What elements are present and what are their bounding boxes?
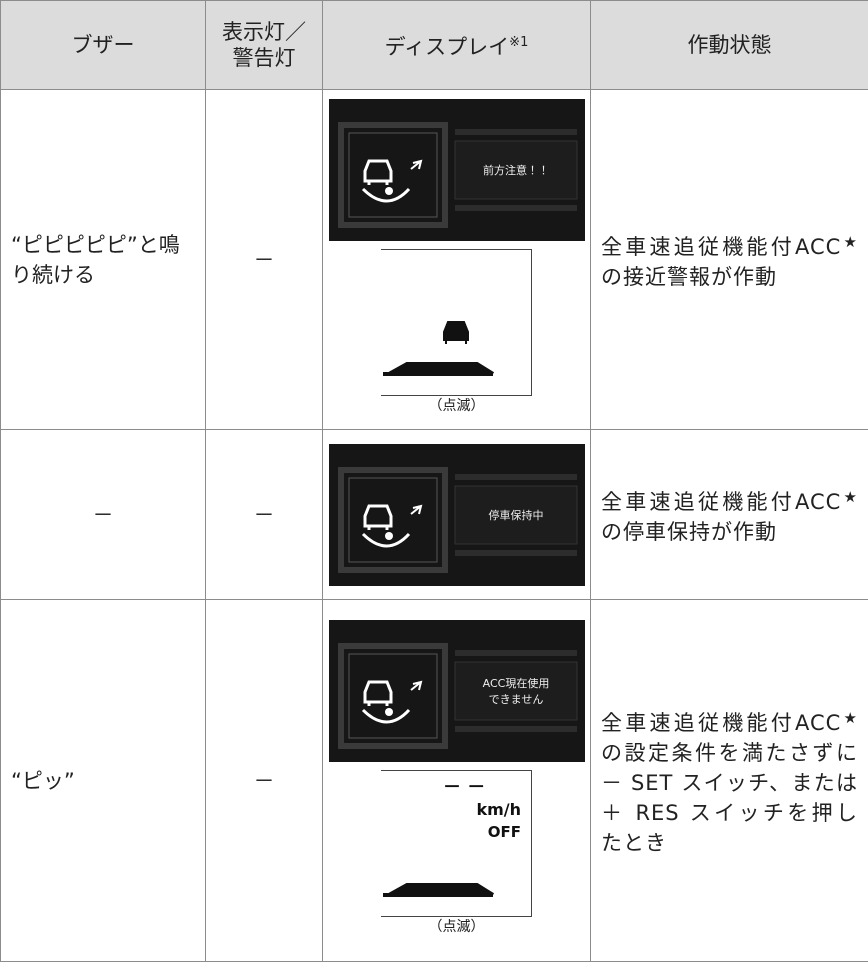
buzzer-text: － [92,502,114,527]
indicator-text: － [253,247,275,272]
car-icon [363,680,392,706]
buzzer-cell: “ピッ” [0,599,206,962]
star-mark: ★ [841,709,858,727]
car-icon [363,504,392,530]
icon-frame [337,122,448,228]
indicator-text: － [253,502,275,527]
bar-top [454,129,577,135]
road-icon [383,362,495,376]
status-text: 全車速追従機能付ACC [601,490,842,514]
icon-frame [337,466,448,573]
status-cell: 全車速追従機能付ACC★ の停車保持が作動 [590,429,868,600]
gauge-icon [361,532,410,547]
acc-state: OFF [488,823,521,841]
bar-bottom [454,205,577,211]
display-screen: 前方注意！！ [328,99,585,241]
header-text: 表示灯／ [222,20,306,44]
buzzer-cell: “ピピピピピ”と鳴り続ける [0,89,206,430]
indicator-cell: － [205,599,323,962]
header-cell: 表示灯／ 警告灯 [205,0,323,90]
status-cell: 全車速追従機能付ACC★ の設定条件を満たさずに－ SET スイッチ、または＋ R… [590,599,868,962]
gauge-dot [384,187,393,195]
meter-graphic [383,321,495,376]
icon-frame-inner [348,477,437,562]
buzzer-cell: － [0,429,206,600]
message-box [454,485,577,544]
bar-top [454,473,577,480]
meter-display [381,249,532,396]
car-icon [443,321,469,344]
gauge-dot [384,531,393,540]
speed-dashes: － － [443,777,485,798]
gauge-icon [361,187,410,203]
header-cell: 作動状態 [590,0,868,90]
bar-top [454,650,577,656]
arrow-icon [409,680,422,691]
row: － － 停車保持中 全車速追従機能付ACC★ の停車保持が作動 [0,429,868,600]
header-text: 警告灯 [232,46,296,70]
status-text: の設定条件を満たさずに－ SET スイッチ、または＋ RES スイッチを押したと… [601,741,858,855]
display-screen: 停車保持中 [328,443,585,586]
indicator-text: － [253,768,275,793]
message-box [454,661,577,721]
gauge-dot [384,708,393,716]
status-text: 全車速追従機能付ACC [601,235,842,259]
status-cell: 全車速追従機能付ACC★ の接近警報が作動 [590,89,868,430]
buzzer-text: “ピピピピピ”と鳴り続ける [11,232,180,287]
car-icon [363,159,392,185]
display-cell: 前方注意！！ （点滅） [322,89,591,430]
row: “ピッ” － ACC現在使用 できません － － km/h OFF （点滅） 全車速追従機能付A… [0,599,868,962]
header-text: 作動状態 [687,33,772,57]
display-cell: 停車保持中 [322,429,591,600]
header-cell: ブザー [0,0,206,90]
message-box [454,140,577,200]
screen-message: 停車保持中 [488,508,543,522]
bar-bottom [454,726,577,732]
buzzer-text: “ピッ” [11,768,75,793]
caption: （点滅） [428,398,485,414]
star-mark: ★ [841,233,858,251]
speed-unit: km/h [476,800,521,819]
row: “ピピピピピ”と鳴り続ける － 前方注意！！ （点滅） 全車速追従機能付ACC★ の接近警… [0,89,868,430]
arrow-icon [409,159,422,170]
gauge-icon [361,708,410,724]
status-text: の接近警報が作動 [601,265,777,289]
meter-graphic: － － km/h OFF [383,777,521,897]
header-row: ブザー 表示灯／ 警告灯 ディスプレイ※1 作動状態 [0,0,868,90]
display-cell: ACC現在使用 できません － － km/h OFF （点滅） [322,599,591,962]
screen-message: ACC現在使用 [482,677,549,690]
road-icon [383,883,495,897]
status-text: の停車保持が作動 [601,520,777,544]
icon-frame [337,643,448,749]
header-text: ブザー [71,33,135,57]
indicator-cell: － [205,89,323,430]
meter-display: － － km/h OFF [381,770,532,917]
icon-frame-inner [348,132,437,218]
star-mark: ★ [841,488,858,506]
header-cell: ディスプレイ※1 [322,0,591,90]
indicator-cell: － [205,429,323,600]
icon-frame-inner [348,653,437,739]
header-text: ディスプレイ [384,35,510,59]
status-text: 全車速追従機能付ACC [601,711,842,735]
screen-message: 前方注意！！ [483,163,549,177]
footnote-mark: ※1 [509,35,529,50]
caption: （点滅） [428,919,485,935]
bar-bottom [454,549,577,556]
arrow-icon [409,504,422,515]
screen-message: できません [488,693,543,706]
